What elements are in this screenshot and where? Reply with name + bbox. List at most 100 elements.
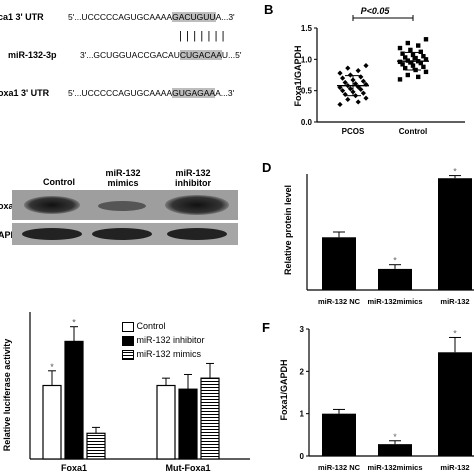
data-point [423,57,429,62]
blot-col-control: Control [43,177,75,187]
blot-col-inhibitor: miR-132 inhibitor [175,168,211,188]
data-point [413,55,418,61]
y-tick-label: 0.0 [301,118,313,127]
panel-e-chart: Relative luciferase activity Foxa1 * * Mut-… [2,312,250,473]
significance-star: * [393,256,397,266]
data-point [405,40,410,46]
data-point [337,101,343,108]
data-point [397,45,403,51]
seq-prefix: 3'...GCUGGUACCGACAU [80,50,180,60]
x-tick-label: miR-132mimics [367,297,422,306]
data-point [363,95,369,101]
data-point [347,72,353,78]
band-gapdh-mimics [92,228,152,240]
data-point [355,99,361,105]
bar [200,377,220,460]
panel-b-letter: B [264,2,274,17]
band-gapdh-inhibitor [167,228,227,240]
data-point [345,96,351,103]
data-point [345,65,351,71]
x-tick-label: miR-132 [440,297,469,306]
y-tick-label: 0.5 [301,87,313,96]
seq-suffix: A...3' [215,12,235,22]
legend-item-mimics: miR-132 mimics [122,349,201,360]
band-foxa1-inhibitor [165,195,229,215]
y-axis-label: Foxa1/GAPDH [293,45,303,106]
legend-label-inhibitor: miR-132 inhibitor [136,335,205,345]
seq-utr: 5'...UCCCCCAGUGCAAAAGACUGUUA...3' [68,12,235,22]
bar [178,388,198,460]
bar [42,384,62,460]
data-point [418,49,423,55]
panel-b-chart: Foxa1/GAPDH P<0.05 0.0 0.5 1.0 1.5 PCOS Contr… [293,6,465,136]
x-tick-label: miR-132 NC [318,297,361,306]
data-point [405,72,410,78]
seq-seed: CUGACAA [179,50,222,60]
legend-label-mimics: miR-132 mimics [136,349,202,359]
bar [378,444,412,456]
data-point [421,64,426,70]
bar [438,352,472,456]
y-axis-label: Relative protein level [283,185,293,275]
seq-mir: 3'...GCUGGUACCGACAUCUGACAAU...5' [80,50,241,60]
significance-star: * [453,167,457,177]
data-point [360,90,366,96]
panel-d-chart: Relative protein level miR-132 NC * miR-13… [283,167,474,306]
y-axis-label: Relative luciferase activity [2,339,12,452]
legend-swatch-mimics [122,349,134,360]
band-gapdh-control [22,228,82,240]
y-tick-label: 1.5 [301,24,313,33]
y-tick-label: 0 [300,452,305,461]
seq-label-mir: miR-132-3p [8,50,57,60]
data-point [358,74,364,80]
data-point [337,70,343,76]
data-point [423,69,429,75]
x-tick-label: miR-132 [440,463,469,472]
significance-star: * [50,362,54,372]
data-point [403,65,408,71]
data-point [408,60,413,65]
data-point [421,54,426,59]
data-point [400,51,405,56]
seq-suffix: U...5' [221,50,242,60]
legend-label-control: Control [136,321,166,331]
seq-label-mut: oxa1 3' UTR [0,88,50,98]
y-tick-label: 1 [300,410,305,419]
data-point [397,77,403,82]
bar [156,384,176,460]
bar [378,268,412,290]
seq-label-utr: ca1 3' UTR [0,12,44,22]
seq-suffix: A...3' [215,88,235,98]
y-tick-label: 1.0 [301,55,313,64]
significance-star: * [72,318,76,328]
data-point [400,62,405,67]
bar [322,413,356,456]
legend-item-inhibitor: miR-132 inhibitor [122,335,205,346]
data-point [340,75,346,81]
x-tick-label: Mut-Foxa1 [166,463,211,473]
y-tick-label: 2 [300,367,305,376]
legend-swatch-inhibitor [122,335,134,346]
band-foxa1-control [24,196,80,214]
x-tick-label: Control [399,127,427,136]
bar [322,237,356,290]
x-tick-label: Foxa1 [61,463,87,473]
data-point [342,91,348,98]
blot-col-mimics: miR-132 mimics [105,168,141,188]
panel-f-chart: Foxa1/GAPDH 0 1 2 3 miR-132 NC * miR-132mimics… [279,325,474,472]
seq-seed-site: GACUGUU [172,12,216,22]
data-point [403,55,408,60]
data-point [363,63,369,69]
data-point [408,47,413,53]
x-tick-label: miR-132 NC [318,463,361,472]
blot-row-foxa1: oxa1 [0,201,19,211]
blot-row-gapdh: APDH [0,230,24,240]
seq-pairing: | | | | | | | [179,30,226,42]
y-tick-label: 3 [300,325,305,334]
x-tick-label: miR-132mimics [367,463,422,472]
data-point [423,37,429,42]
seq-mut: 5'...UCCCCCAGUGCAAAAGUGAGAAA...3' [68,88,234,98]
bar [64,340,84,460]
bar [86,432,106,460]
data-point [355,68,361,74]
